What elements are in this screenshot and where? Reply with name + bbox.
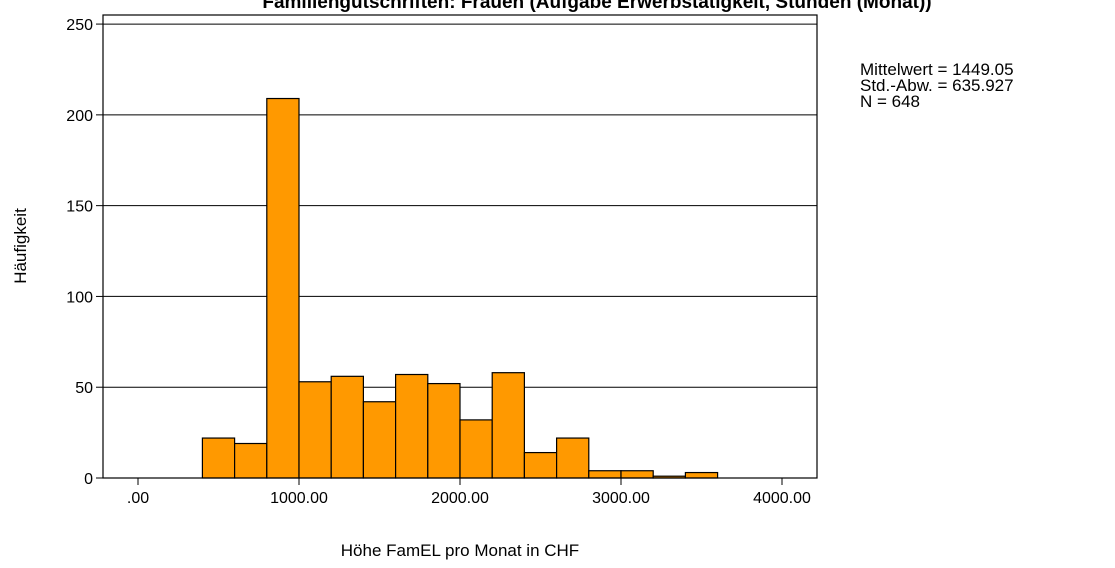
histogram-bar bbox=[523, 451, 558, 479]
grid-lines bbox=[103, 23, 817, 388]
histogram-bar bbox=[234, 442, 268, 479]
summary-statistics: Mittelwert = 1449.05 Std.-Abw. = 635.927… bbox=[860, 60, 1014, 111]
histogram-bar bbox=[395, 373, 429, 479]
histogram-bar bbox=[588, 470, 622, 479]
histogram-bar bbox=[684, 471, 719, 479]
axes-group: 0 50 100 150 200 250 .00 1000.00 2000.00 3000.00 4… bbox=[66, 17, 811, 507]
n-stat: N = 648 bbox=[860, 92, 921, 111]
y-tick-label: 150 bbox=[66, 199, 93, 216]
histogram-bar bbox=[201, 437, 236, 479]
histogram-bar bbox=[362, 401, 397, 479]
chart-title: Familiengutschriften: Frauen (Aufgabe Er… bbox=[262, 0, 931, 13]
histogram-bar bbox=[620, 470, 654, 479]
x-tick-label: 4000.00 bbox=[753, 490, 811, 507]
x-tick-label: 3000.00 bbox=[592, 490, 650, 507]
histogram-bar bbox=[555, 437, 590, 479]
histogram-bar bbox=[427, 382, 461, 479]
x-tick-label: 2000.00 bbox=[431, 490, 489, 507]
mean-stat: Mittelwert = 1449.05 bbox=[860, 60, 1014, 79]
bars-group bbox=[201, 97, 719, 479]
histogram-bar bbox=[491, 372, 526, 479]
y-tick-label: 200 bbox=[66, 108, 93, 125]
histogram-bar bbox=[266, 97, 300, 479]
x-tick-label: 1000.00 bbox=[270, 490, 328, 507]
y-tick-label: 0 bbox=[84, 471, 93, 488]
histogram-bar bbox=[298, 381, 332, 479]
histogram-bar bbox=[330, 375, 365, 479]
y-tick-label: 100 bbox=[66, 289, 93, 306]
y-tick-label: 50 bbox=[75, 380, 93, 397]
y-tick-label: 250 bbox=[66, 17, 93, 34]
std-dev-stat: Std.-Abw. = 635.927 bbox=[860, 76, 1014, 95]
histogram-bar bbox=[459, 419, 493, 479]
x-axis-label: Höhe FamEL pro Monat in CHF bbox=[341, 541, 579, 560]
x-tick-label: .00 bbox=[127, 490, 149, 507]
y-axis-label: Häufigkeit bbox=[11, 208, 30, 284]
